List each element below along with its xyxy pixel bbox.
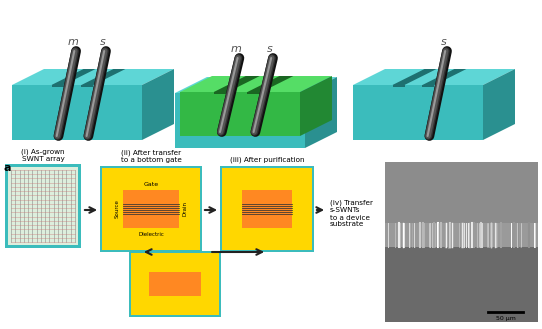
- Bar: [102, 168, 200, 250]
- Bar: [111, 177, 191, 241]
- Polygon shape: [422, 85, 434, 87]
- Polygon shape: [247, 92, 261, 94]
- Polygon shape: [51, 85, 63, 87]
- Bar: [111, 190, 123, 228]
- Bar: [139, 261, 211, 272]
- Polygon shape: [180, 92, 300, 136]
- Polygon shape: [300, 76, 332, 136]
- Polygon shape: [214, 76, 260, 92]
- Bar: [179, 190, 191, 228]
- Text: Gate: Gate: [144, 182, 159, 187]
- Polygon shape: [247, 76, 293, 92]
- Polygon shape: [214, 92, 228, 94]
- Bar: [111, 177, 191, 190]
- Bar: [385, 247, 538, 322]
- Bar: [201, 272, 211, 296]
- Bar: [131, 253, 219, 315]
- Bar: [231, 177, 303, 241]
- Bar: [231, 190, 242, 228]
- Text: s: s: [441, 37, 447, 47]
- Polygon shape: [392, 69, 436, 85]
- Polygon shape: [353, 69, 515, 85]
- Bar: [385, 223, 538, 247]
- Polygon shape: [353, 85, 483, 140]
- Bar: [139, 261, 211, 307]
- Text: (iv) Transfer
s-SWNTs
to a device
substrate: (iv) Transfer s-SWNTs to a device substr…: [330, 200, 373, 227]
- Text: (iii) After purification: (iii) After purification: [230, 157, 304, 163]
- Polygon shape: [392, 85, 404, 87]
- Bar: [231, 228, 303, 241]
- Bar: [100, 166, 202, 252]
- Bar: [129, 251, 221, 317]
- Bar: [385, 162, 538, 223]
- Polygon shape: [180, 76, 332, 92]
- Polygon shape: [81, 85, 93, 87]
- Polygon shape: [12, 85, 142, 140]
- Polygon shape: [483, 69, 515, 140]
- Bar: [231, 177, 303, 190]
- Polygon shape: [422, 69, 467, 85]
- Bar: [139, 296, 211, 307]
- Text: Dielectric: Dielectric: [138, 233, 164, 238]
- Polygon shape: [51, 69, 95, 85]
- Text: s: s: [267, 44, 273, 54]
- Text: Source: Source: [114, 200, 119, 218]
- Bar: [111, 228, 191, 241]
- Text: m: m: [68, 37, 79, 47]
- Text: a: a: [3, 163, 10, 173]
- Polygon shape: [142, 69, 174, 140]
- Text: m: m: [231, 44, 242, 54]
- Text: Drain: Drain: [183, 201, 188, 216]
- Text: s: s: [100, 37, 106, 47]
- Bar: [222, 168, 312, 250]
- Bar: [220, 166, 314, 252]
- Bar: [5, 164, 81, 248]
- Bar: [139, 272, 149, 296]
- Text: 50 μm: 50 μm: [495, 316, 515, 321]
- Polygon shape: [81, 69, 125, 85]
- Text: (ii) After transfer
to a bottom gate: (ii) After transfer to a bottom gate: [120, 149, 182, 163]
- Bar: [292, 190, 303, 228]
- Text: (i) As-grown
SWNT array: (i) As-grown SWNT array: [21, 148, 64, 162]
- Polygon shape: [305, 77, 337, 148]
- Bar: [8, 167, 78, 245]
- Polygon shape: [175, 77, 337, 93]
- Polygon shape: [12, 69, 174, 85]
- Polygon shape: [175, 93, 305, 148]
- Bar: [385, 162, 538, 322]
